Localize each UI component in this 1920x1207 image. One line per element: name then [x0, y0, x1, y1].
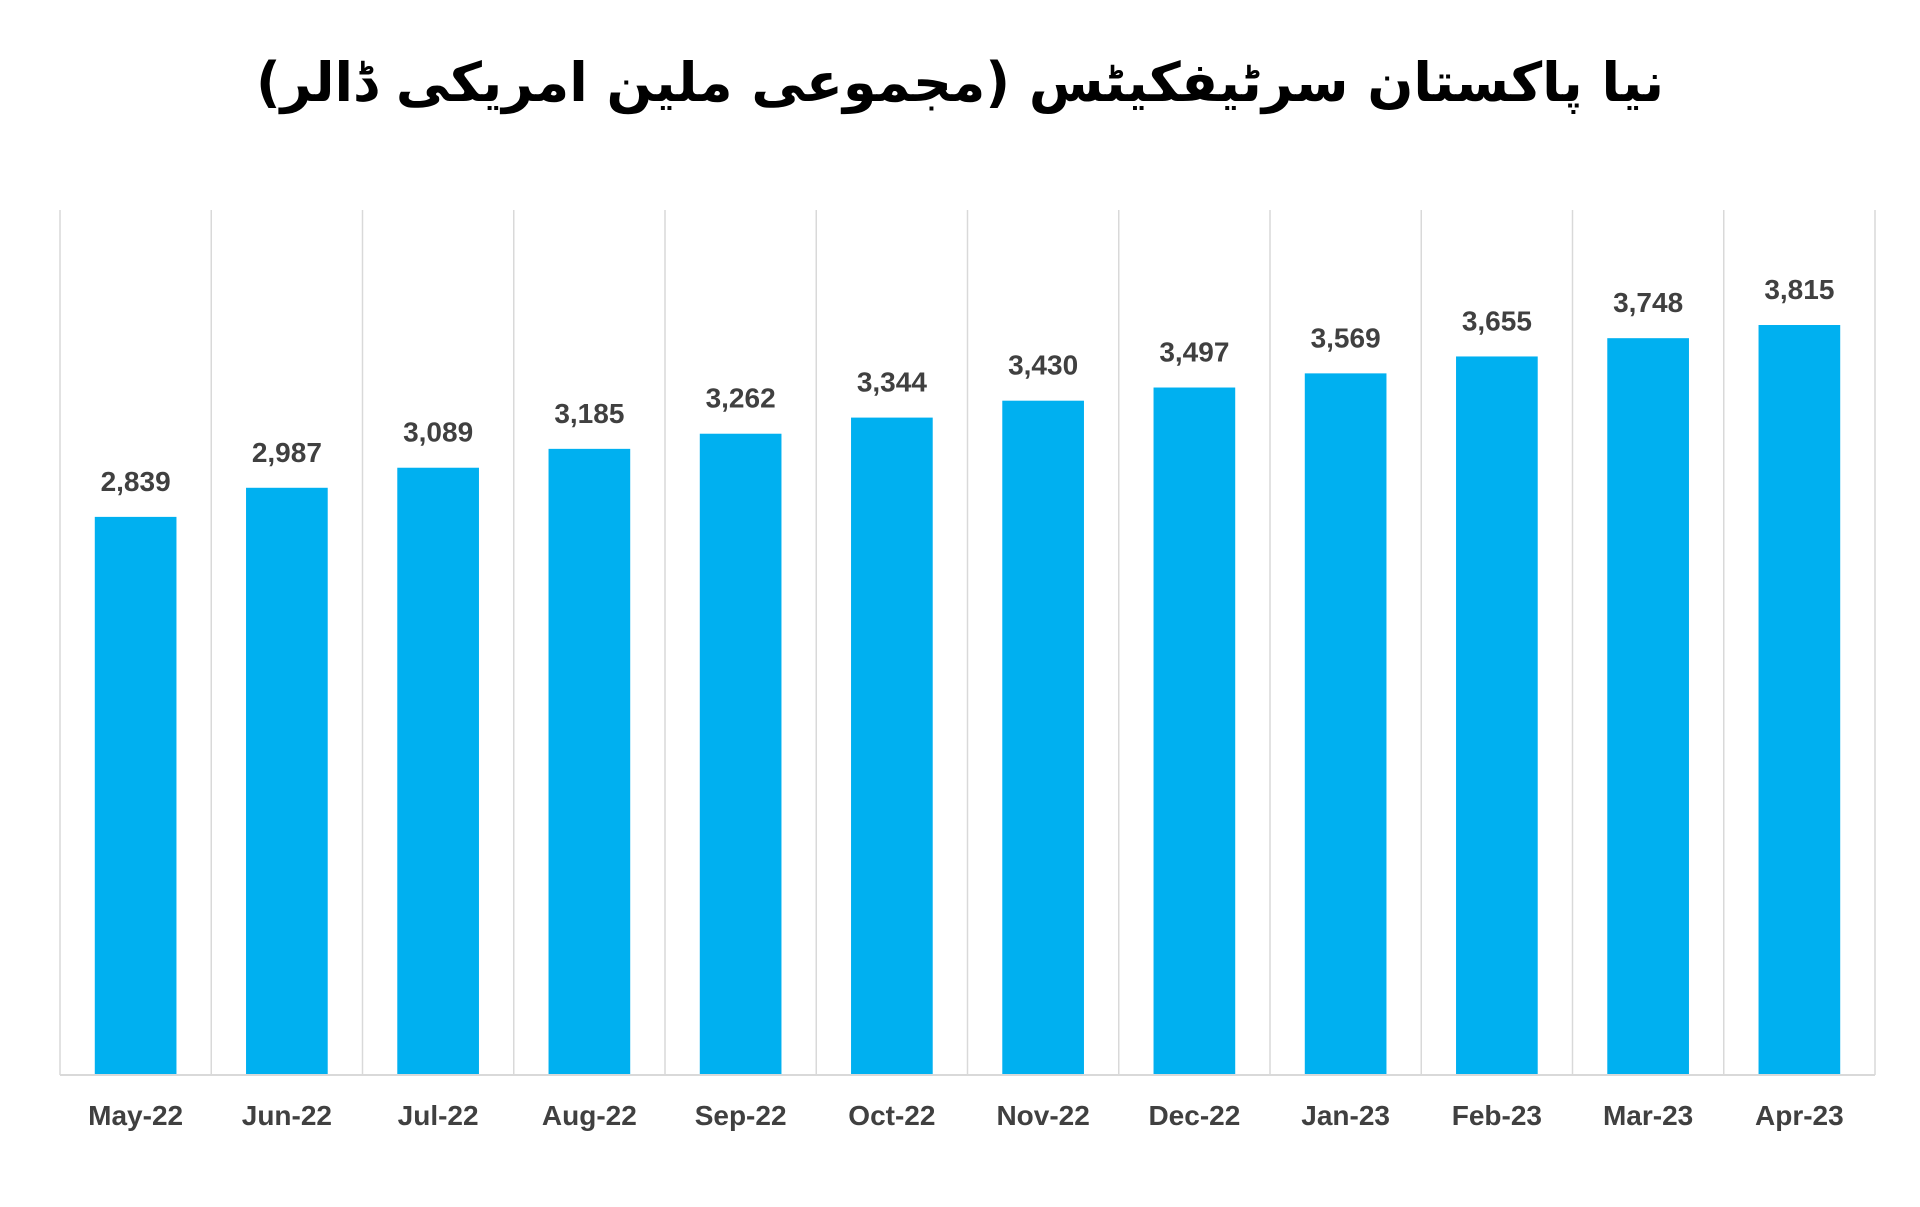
data-label-dec-22: 3,497: [1159, 337, 1229, 368]
bar-jul-22: [397, 467, 479, 1075]
x-axis-tick-labels: May-22 Jun-22 Jul-22 Aug-22 Sep-22 Oct-22 Nov-…: [88, 1100, 1844, 1131]
bar-series: [94, 325, 1841, 1076]
data-label-feb-23: 3,655: [1462, 305, 1532, 336]
data-label-nov-22: 3,430: [1008, 350, 1078, 381]
data-label-jan-23: 3,569: [1311, 322, 1381, 353]
bar-mar-23: [1607, 338, 1689, 1076]
data-label-oct-22: 3,344: [857, 367, 927, 398]
x-tick-label-aug-22: Aug-22: [542, 1100, 637, 1131]
x-tick-label-jun-22: Jun-22: [242, 1100, 332, 1131]
bar-dec-22: [1153, 387, 1236, 1075]
x-tick-label-jul-22: Jul-22: [398, 1100, 479, 1131]
data-label-mar-23: 3,748: [1613, 287, 1683, 318]
bar-aug-22: [548, 448, 631, 1076]
bar-sep-22: [699, 433, 782, 1075]
chart-title: نیا پاکستان سرٹیفکیٹس (مجموعی ملین امریک…: [255, 51, 1665, 114]
data-label-jun-22: 2,987: [252, 437, 322, 468]
x-tick-label-jan-23: Jan-23: [1301, 1100, 1390, 1131]
x-tick-label-mar-23: Mar-23: [1603, 1100, 1693, 1131]
data-labels: 2,839 2,987 3,089 3,185 3,262 3,344 3,430 3,497…: [101, 274, 1835, 497]
data-label-jul-22: 3,089: [403, 417, 473, 448]
bar-apr-23: [1758, 325, 1841, 1075]
x-tick-label-oct-22: Oct-22: [848, 1100, 935, 1131]
x-tick-label-nov-22: Nov-22: [996, 1100, 1089, 1131]
category-separators: [59, 210, 1876, 1075]
data-label-sep-22: 3,262: [706, 383, 776, 414]
bar-nov-22: [1002, 400, 1084, 1075]
bar-jun-22: [246, 487, 328, 1075]
x-tick-label-feb-23: Feb-23: [1452, 1100, 1542, 1131]
bar-feb-23: [1456, 356, 1538, 1076]
data-label-aug-22: 3,185: [554, 398, 624, 429]
x-tick-label-dec-22: Dec-22: [1148, 1100, 1240, 1131]
bar-oct-22: [851, 417, 933, 1076]
data-label-apr-23: 3,815: [1764, 274, 1834, 305]
bar-jan-23: [1304, 373, 1387, 1075]
data-label-may-22: 2,839: [101, 466, 171, 497]
x-tick-label-apr-23: Apr-23: [1755, 1100, 1844, 1131]
x-tick-label-may-22: May-22: [88, 1100, 183, 1131]
bar-may-22: [94, 516, 177, 1075]
x-tick-label-sep-22: Sep-22: [695, 1100, 787, 1131]
